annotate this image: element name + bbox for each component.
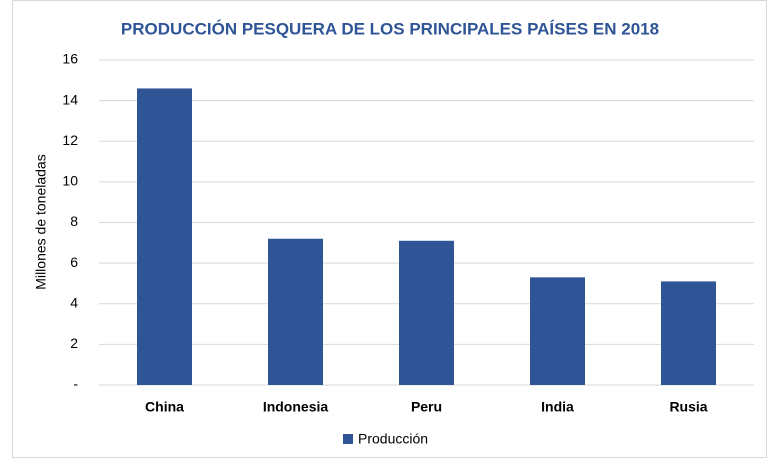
bar — [137, 88, 192, 385]
bar — [530, 277, 585, 385]
legend-swatch — [343, 434, 353, 444]
y-tick-label: 16 — [62, 51, 78, 67]
y-tick-label: 10 — [62, 173, 78, 189]
x-tick-label: Indonesia — [263, 399, 329, 415]
legend-label: Producción — [358, 431, 428, 447]
y-tick-label: 6 — [70, 254, 78, 270]
y-tick-label: 2 — [70, 335, 78, 351]
chart-title: PRODUCCIÓN PESQUERA DE LOS PRINCIPALES P… — [121, 19, 659, 38]
x-tick-label: Rusia — [669, 399, 707, 415]
chart-frame — [12, 0, 767, 458]
y-tick-label: 4 — [70, 294, 78, 310]
bar — [661, 281, 716, 385]
x-tick-label: India — [541, 399, 574, 415]
y-tick-label: - — [73, 376, 78, 392]
y-tick-label: 14 — [62, 91, 78, 107]
y-axis-label: Millones de toneladas — [33, 154, 49, 289]
y-tick-label: 12 — [62, 132, 78, 148]
bar — [268, 238, 323, 385]
x-tick-label: Peru — [411, 399, 442, 415]
bar — [399, 240, 454, 385]
y-tick-label: 8 — [70, 213, 78, 229]
x-tick-label: China — [145, 399, 184, 415]
